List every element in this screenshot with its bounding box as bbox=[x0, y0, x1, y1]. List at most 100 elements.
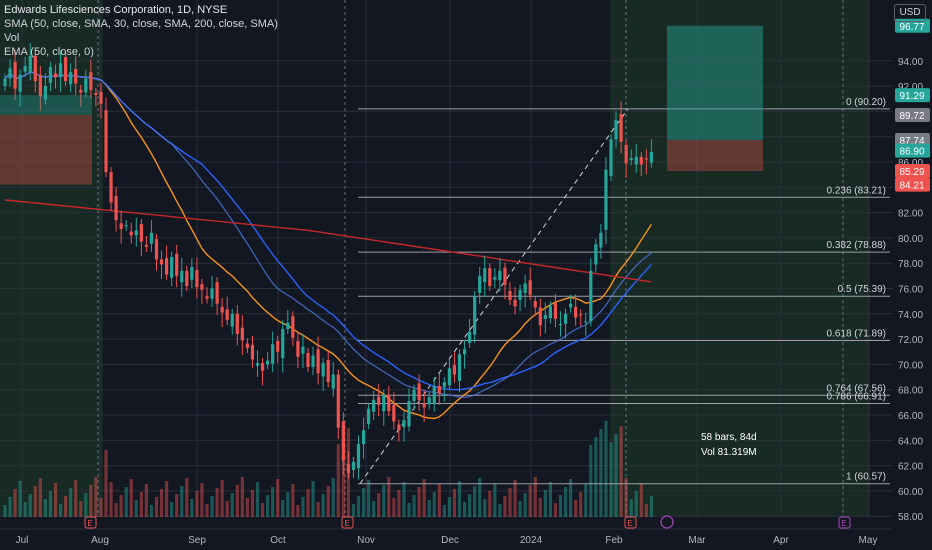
volume-bar bbox=[235, 485, 239, 517]
volume-bar bbox=[311, 481, 315, 517]
candle-body bbox=[28, 55, 32, 73]
volume-bar bbox=[159, 489, 164, 517]
candle-body bbox=[215, 282, 219, 304]
volume-bar bbox=[260, 503, 265, 517]
candle-body bbox=[417, 383, 421, 400]
candle-body bbox=[351, 461, 356, 471]
price-label: 87.74 bbox=[899, 136, 924, 147]
earnings-marker bbox=[624, 516, 637, 529]
volume-bar bbox=[452, 489, 457, 517]
volume-bar bbox=[604, 421, 608, 517]
volume-bar bbox=[629, 499, 633, 517]
candle-body bbox=[266, 360, 270, 365]
candle-body bbox=[8, 68, 12, 79]
volume-bar bbox=[649, 496, 653, 517]
candle-body bbox=[271, 344, 275, 364]
volume-bar bbox=[523, 493, 527, 517]
volume-bar bbox=[104, 450, 108, 517]
volume-bar bbox=[361, 488, 366, 517]
volume-bar bbox=[84, 493, 88, 517]
volume-bar bbox=[614, 434, 618, 517]
candle-body bbox=[543, 315, 547, 319]
volume-bar bbox=[139, 492, 143, 517]
candle-body bbox=[48, 67, 53, 83]
ema-legend: EMA (50, close, 0) bbox=[4, 46, 94, 58]
candle-body bbox=[528, 280, 532, 295]
volume-bar bbox=[594, 437, 598, 517]
candle-body bbox=[624, 144, 628, 164]
volume-bar bbox=[341, 436, 345, 517]
candle-body bbox=[538, 307, 542, 326]
candle-body bbox=[321, 363, 325, 377]
candle-body bbox=[452, 365, 457, 375]
measure-tooltip: 58 bars, 84d Vol 81.319M bbox=[701, 430, 757, 460]
candle-body bbox=[336, 374, 340, 428]
y-tick-label: 58.00 bbox=[898, 512, 923, 523]
candle-body bbox=[553, 303, 558, 319]
volume-bar bbox=[468, 494, 472, 517]
candle-body bbox=[134, 230, 138, 236]
volume-bar bbox=[281, 500, 285, 517]
candle-body bbox=[316, 349, 320, 374]
early-stop-zone bbox=[0, 114, 92, 185]
candle-body bbox=[584, 321, 588, 323]
currency-button[interactable]: USD bbox=[894, 4, 926, 22]
candle-body bbox=[558, 323, 563, 326]
candle-body bbox=[367, 408, 371, 424]
volume-bar bbox=[392, 498, 396, 517]
y-tick-label: 92.00 bbox=[898, 82, 923, 93]
candle-body bbox=[594, 244, 598, 265]
volume-bar bbox=[185, 478, 189, 517]
candle-body bbox=[149, 232, 154, 244]
volume-bar bbox=[427, 500, 431, 517]
candle-body bbox=[619, 113, 623, 142]
x-tick-label: May bbox=[859, 535, 878, 546]
volume-bar bbox=[134, 500, 138, 517]
candle-body bbox=[94, 93, 98, 95]
volume-bar bbox=[619, 426, 623, 517]
volume-bar bbox=[109, 482, 113, 517]
candle-body bbox=[139, 223, 143, 242]
fib-level-label: 0.786 (66.91) bbox=[827, 391, 887, 402]
candle-body bbox=[301, 346, 305, 354]
volume-bar bbox=[165, 481, 169, 517]
price-label: 96.77 bbox=[899, 22, 924, 33]
volume-bar bbox=[28, 494, 32, 517]
volume-bar bbox=[58, 504, 63, 517]
x-tick-label: Apr bbox=[773, 535, 789, 546]
candle-body bbox=[3, 78, 7, 87]
fib-level-label: 0.5 (75.39) bbox=[838, 284, 886, 295]
volume-bar bbox=[478, 478, 482, 517]
candle-body bbox=[129, 231, 133, 236]
fib-level-label: 1 (60.57) bbox=[846, 472, 886, 483]
volume-bar bbox=[417, 487, 421, 517]
candle-body bbox=[245, 343, 249, 348]
volume-bar bbox=[493, 483, 497, 517]
earnings-marker-label: E bbox=[87, 519, 92, 528]
volume-bar bbox=[402, 482, 406, 517]
volume-bar bbox=[13, 489, 17, 517]
candle-body bbox=[84, 78, 88, 93]
volume-bar bbox=[579, 492, 583, 517]
candle-body bbox=[69, 72, 73, 85]
candle-body bbox=[33, 55, 37, 82]
volume-bar bbox=[483, 499, 487, 517]
price-label-box bbox=[895, 163, 930, 178]
volume-bar bbox=[23, 502, 27, 517]
volume-bar bbox=[215, 488, 219, 517]
candle-body bbox=[402, 420, 406, 428]
volume-bar bbox=[488, 491, 492, 517]
volume-bar bbox=[149, 505, 154, 517]
volume-bar bbox=[291, 484, 295, 517]
early-profit-zone bbox=[0, 95, 92, 115]
price-label-box bbox=[895, 143, 930, 158]
candle-body bbox=[99, 91, 103, 104]
volume-bar bbox=[64, 496, 68, 517]
candle-body bbox=[64, 57, 68, 82]
candle-body bbox=[407, 401, 411, 427]
price-label-box bbox=[895, 107, 930, 122]
candle-body bbox=[13, 62, 17, 89]
candle-body bbox=[569, 303, 573, 308]
volume-bar bbox=[558, 495, 563, 517]
